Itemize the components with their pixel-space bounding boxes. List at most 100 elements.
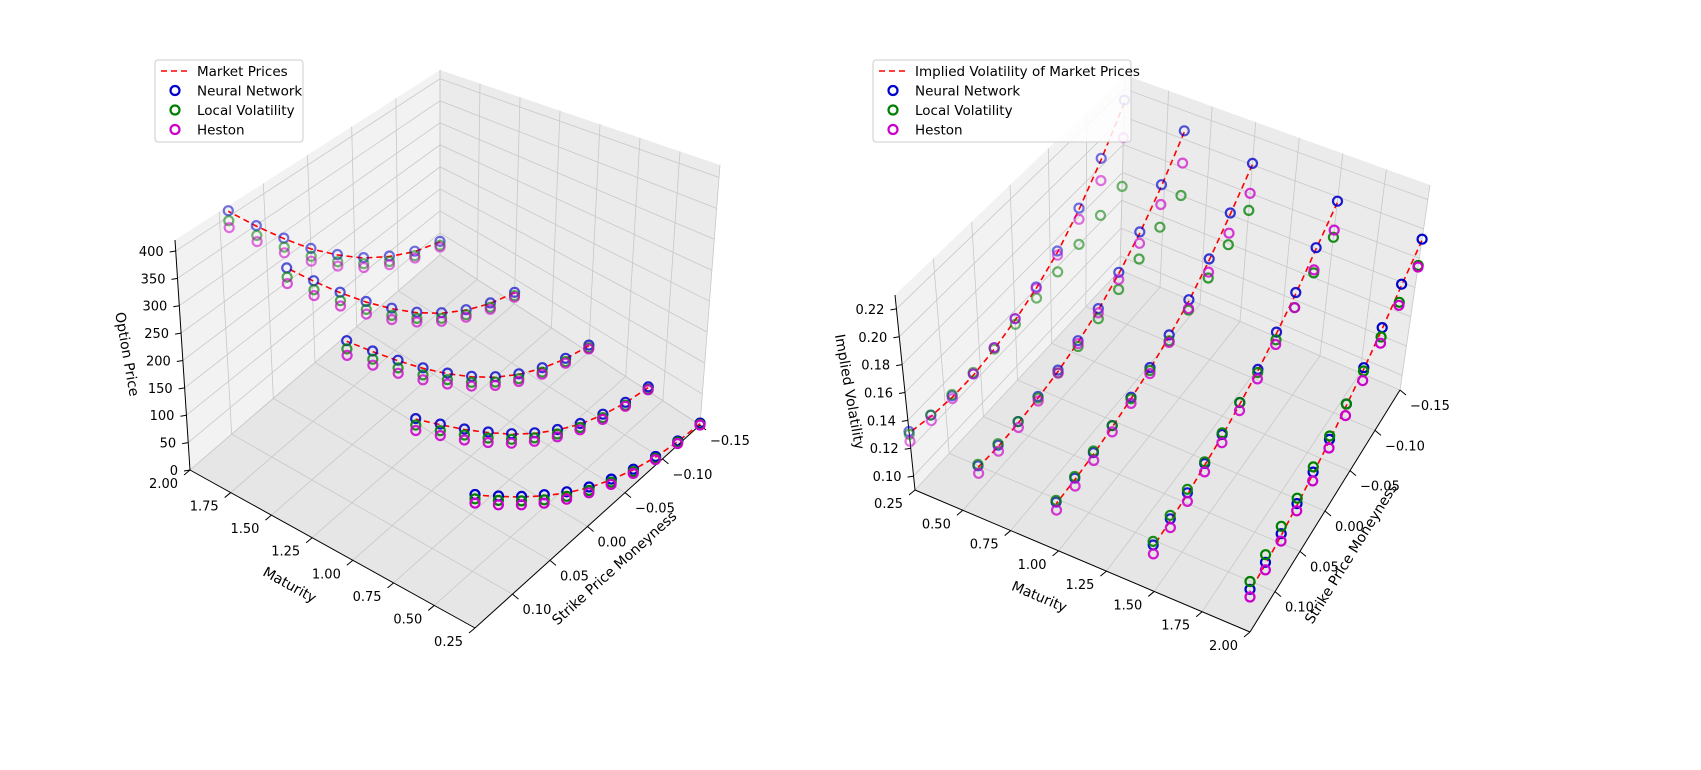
series-heston: [223, 222, 706, 511]
legend-label: Neural Network: [915, 84, 1020, 100]
market-curve-maturity-0.25: [474, 423, 701, 498]
axis-pane-1: [175, 70, 440, 470]
z-tick-label: 350: [141, 272, 166, 287]
data-point: [1178, 125, 1190, 137]
data-point: [1164, 509, 1176, 521]
data-point: [436, 315, 448, 327]
data-point: [417, 374, 429, 386]
z-tick-mark: [896, 364, 903, 367]
data-point: [305, 250, 317, 262]
data-point: [278, 241, 290, 253]
data-point: [332, 260, 344, 272]
legend-marker-icon: [887, 104, 899, 116]
data-point: [583, 343, 595, 355]
data-point: [1030, 282, 1042, 294]
y-tick-mark: [1100, 570, 1107, 577]
y-tick-label: 1.00: [312, 567, 341, 582]
data-point: [482, 436, 494, 449]
data-point: [358, 261, 370, 274]
data-point: [305, 255, 317, 267]
data-point: [505, 437, 517, 449]
data-point: [1147, 548, 1160, 560]
y-tick-label: 1.25: [1065, 578, 1094, 593]
data-point: [1051, 245, 1064, 257]
z-tick-label: 0.12: [870, 442, 899, 457]
data-point: [1163, 336, 1175, 348]
data-point: [331, 248, 343, 261]
data-point: [1395, 278, 1408, 290]
data-point: [1181, 495, 1194, 507]
y-axis-line: [914, 489, 1251, 633]
data-point: [469, 493, 481, 505]
data-point: [458, 429, 470, 441]
z-tick-mark: [173, 305, 180, 308]
data-point: [1222, 239, 1234, 251]
data-point: [1243, 204, 1255, 216]
data-point: [1182, 303, 1195, 315]
z-tick-mark: [178, 387, 185, 390]
data-point: [1092, 307, 1104, 319]
data-point: [1223, 227, 1235, 239]
data-point: [434, 418, 446, 430]
data-point: [1328, 224, 1340, 236]
z-gridline: [186, 210, 705, 416]
data-point: [223, 215, 235, 227]
data-point: [649, 454, 662, 466]
z-tick-mark: [180, 414, 187, 417]
y-tick-mark: [1195, 611, 1203, 618]
z-tick-mark: [171, 277, 178, 280]
data-point: [392, 367, 404, 379]
data-point: [1412, 261, 1424, 273]
data-point: [1181, 483, 1194, 495]
y-tick-mark: [305, 537, 313, 544]
axis-pane-2: [440, 70, 720, 425]
data-point: [434, 241, 446, 253]
y-tick-mark: [1147, 591, 1155, 597]
data-point: [465, 380, 478, 392]
legend-box: [154, 59, 304, 143]
data-point: [1324, 430, 1336, 442]
legend: Implied Volatility of Market Prices Neura…: [872, 59, 1140, 143]
data-point: [505, 433, 518, 445]
data-point: [1073, 213, 1085, 225]
data-point: [1147, 535, 1159, 548]
x-tick-mark: [549, 559, 557, 566]
data-point: [1088, 454, 1100, 467]
y-tick-mark: [346, 559, 354, 566]
data-point: [482, 432, 494, 444]
x-tick-label: −0.10: [1385, 439, 1425, 454]
y-tick-mark: [1243, 631, 1251, 638]
z-tick-label: 0.18: [861, 359, 890, 374]
x-tick-mark: [1399, 389, 1407, 396]
legend-label: Neural Network: [197, 84, 302, 100]
data-point: [1275, 535, 1287, 547]
z-tick-label: 150: [148, 382, 173, 397]
data-point: [392, 362, 404, 374]
z-gridline: [910, 227, 1407, 449]
data-point: [1288, 302, 1301, 314]
data-point: [1202, 266, 1215, 278]
data-point: [1073, 202, 1085, 214]
data-point: [1144, 368, 1156, 380]
z-tick-mark: [183, 469, 191, 472]
z-tick-label: 50: [160, 437, 177, 452]
data-point: [1155, 198, 1167, 211]
data-point: [367, 353, 379, 365]
legend-marker-icon: [169, 123, 181, 136]
y-tick-label: 0.50: [922, 517, 951, 532]
data-point: [278, 247, 290, 259]
data-point: [409, 245, 421, 257]
y-tick-label: 0.75: [353, 590, 382, 605]
x-tick-label: 0.05: [560, 569, 589, 584]
data-point: [560, 493, 573, 505]
data-point: [1340, 398, 1353, 410]
data-point: [1133, 237, 1146, 249]
y-tick-label: 1.50: [1113, 598, 1142, 613]
data-point: [574, 424, 586, 436]
data-point: [1259, 564, 1272, 576]
data-point: [410, 413, 422, 425]
data-point: [1032, 395, 1044, 407]
market-curve-maturity-1.5: [1152, 202, 1339, 548]
z-tick-mark: [174, 332, 182, 335]
data-point: [596, 413, 609, 425]
